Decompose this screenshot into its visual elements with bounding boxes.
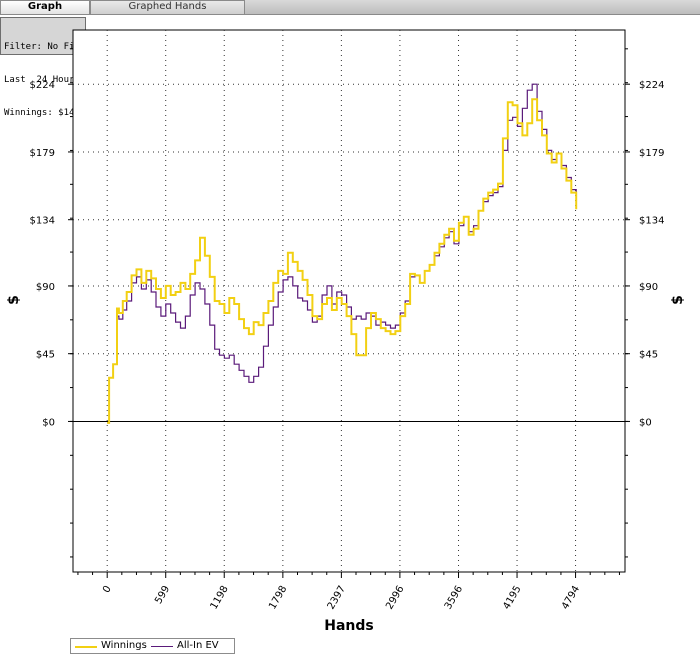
tab-graph[interactable]: Graph [0,0,90,14]
x-tick-label: 4794 [560,584,582,612]
x-tick-label: 3596 [443,584,465,612]
y-tick-label-right: $179 [639,148,664,159]
y-tick-label-left: $0 [42,417,55,428]
y-tick-label-left: $224 [30,80,55,91]
y-tick-label-left: $179 [30,148,55,159]
tab-bar: Graph Graphed Hands [0,0,700,15]
y-tick-label-right: $90 [639,282,658,293]
y-tick-label-left: $45 [36,350,55,361]
x-tick-label: 2397 [326,584,348,612]
y-axis-title-left: $ [6,295,22,305]
x-tick-label: 599 [153,584,172,606]
y-tick-label-left: $134 [30,216,55,227]
legend-item-winnings: Winnings [75,639,150,653]
x-tick-label: 2996 [384,584,406,612]
x-tick-label: 1798 [267,584,289,612]
y-tick-label-left: $90 [36,282,55,293]
y-tick-label-right: $134 [639,216,664,227]
y-tick-label-right: $224 [639,80,664,91]
y-tick-label-right: $45 [639,350,658,361]
chart-legend: Winnings All-In EV [70,638,235,654]
tab-graphed-hands[interactable]: Graphed Hands [90,0,245,14]
legend-label-winnings: Winnings [101,640,147,651]
x-tick-label: 0 [101,584,114,595]
y-tick-label-right: $0 [639,417,652,428]
x-tick-label: 4195 [501,584,523,612]
legend-swatch-all-in-ev [151,646,173,647]
legend-item-all-in-ev: All-In EV [151,639,231,653]
y-axis-title-right: $ [670,295,686,305]
period-line: Last 24 Hours [4,75,80,85]
legend-swatch-winnings [75,646,97,648]
x-axis-title: Hands [324,618,374,634]
x-tick-label: 1198 [209,584,231,612]
series-line-winnings [107,98,578,424]
legend-label-all-in-ev: All-In EV [177,640,219,651]
